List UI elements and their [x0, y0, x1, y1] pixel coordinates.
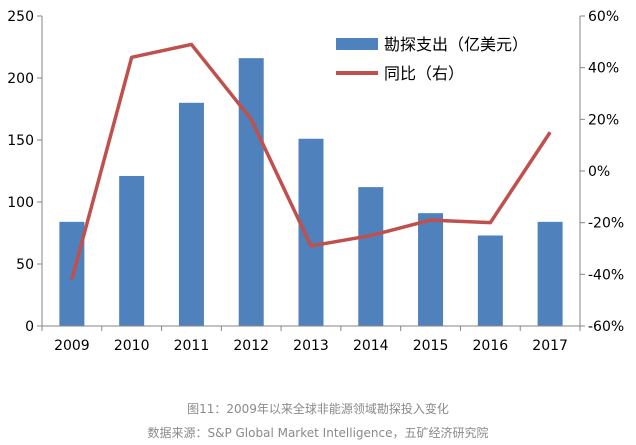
- source-caption: 数据来源：S&P Global Market Intelligence，五矿经济…: [147, 426, 489, 440]
- bar: [418, 213, 444, 326]
- right-tick-label: -40%: [588, 267, 624, 283]
- left-tick-label: 200: [7, 71, 34, 87]
- bar: [537, 221, 563, 326]
- bar: [238, 58, 264, 326]
- line-series: [70, 42, 552, 280]
- category-labels: 2009 2010 2011 2012 2013 2014 2015 2016 2017: [41, 326, 581, 354]
- right-axis-ticks: -60% -40% -20% 0% 20% 40% 60%: [580, 9, 624, 335]
- category-label: 2009: [54, 338, 90, 354]
- right-tick-label: 60%: [588, 9, 619, 25]
- legend-bar-label: 勘探支出（亿美元）: [384, 35, 528, 54]
- legend-line-label: 同比（右）: [384, 64, 464, 83]
- bar-series: [59, 58, 563, 326]
- left-tick-label: 0: [25, 319, 34, 335]
- figure-caption: 图11：2009年以来全球非能源领域勘探投入变化: [187, 402, 449, 416]
- bar: [178, 102, 204, 326]
- right-tick-label: 40%: [588, 61, 619, 77]
- left-tick-label: 50: [16, 257, 34, 273]
- right-tick-label: 20%: [588, 112, 619, 128]
- category-label: 2017: [532, 338, 568, 354]
- bar: [298, 138, 324, 326]
- bar: [477, 235, 503, 326]
- bar: [358, 187, 384, 326]
- right-tick-label: -20%: [588, 216, 624, 232]
- legend-bar-swatch: [336, 38, 378, 50]
- bar: [119, 175, 145, 326]
- category-label: 2015: [413, 338, 449, 354]
- category-label: 2014: [353, 338, 389, 354]
- right-tick-label: 0%: [588, 164, 610, 180]
- category-label: 2010: [114, 338, 150, 354]
- category-label: 2012: [233, 338, 269, 354]
- category-label: 2016: [473, 338, 509, 354]
- left-tick-label: 150: [7, 133, 34, 149]
- left-axis-ticks: 0 50 100 150 200 250: [7, 9, 42, 335]
- category-label: 2013: [293, 338, 329, 354]
- category-label: 2011: [174, 338, 210, 354]
- right-tick-label: -60%: [588, 319, 624, 335]
- left-tick-label: 250: [7, 9, 34, 25]
- legend: 勘探支出（亿美元） 同比（右）: [336, 35, 528, 83]
- left-tick-label: 100: [7, 195, 34, 211]
